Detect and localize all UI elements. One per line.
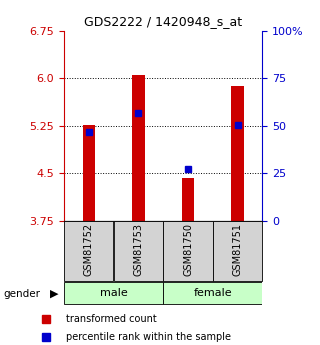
Bar (231, 86, 244, 221)
Text: GSM81751: GSM81751 (233, 223, 243, 276)
Text: percentile rank within the sample: percentile rank within the sample (66, 332, 231, 342)
Text: transformed count: transformed count (66, 314, 156, 324)
Text: male: male (100, 288, 127, 298)
FancyBboxPatch shape (213, 221, 262, 280)
Text: ▶: ▶ (50, 289, 58, 299)
Text: female: female (194, 288, 232, 298)
Bar (83, 125, 95, 221)
Title: GDS2222 / 1420948_s_at: GDS2222 / 1420948_s_at (84, 16, 242, 29)
Text: GSM81750: GSM81750 (183, 223, 193, 276)
FancyBboxPatch shape (64, 282, 163, 304)
Text: gender: gender (3, 289, 40, 299)
FancyBboxPatch shape (114, 221, 163, 280)
Text: GSM81752: GSM81752 (84, 223, 94, 276)
FancyBboxPatch shape (164, 282, 262, 304)
Text: GSM81753: GSM81753 (133, 223, 143, 276)
Bar (182, 178, 194, 221)
FancyBboxPatch shape (164, 221, 212, 280)
FancyBboxPatch shape (64, 221, 113, 280)
Bar (132, 75, 145, 221)
